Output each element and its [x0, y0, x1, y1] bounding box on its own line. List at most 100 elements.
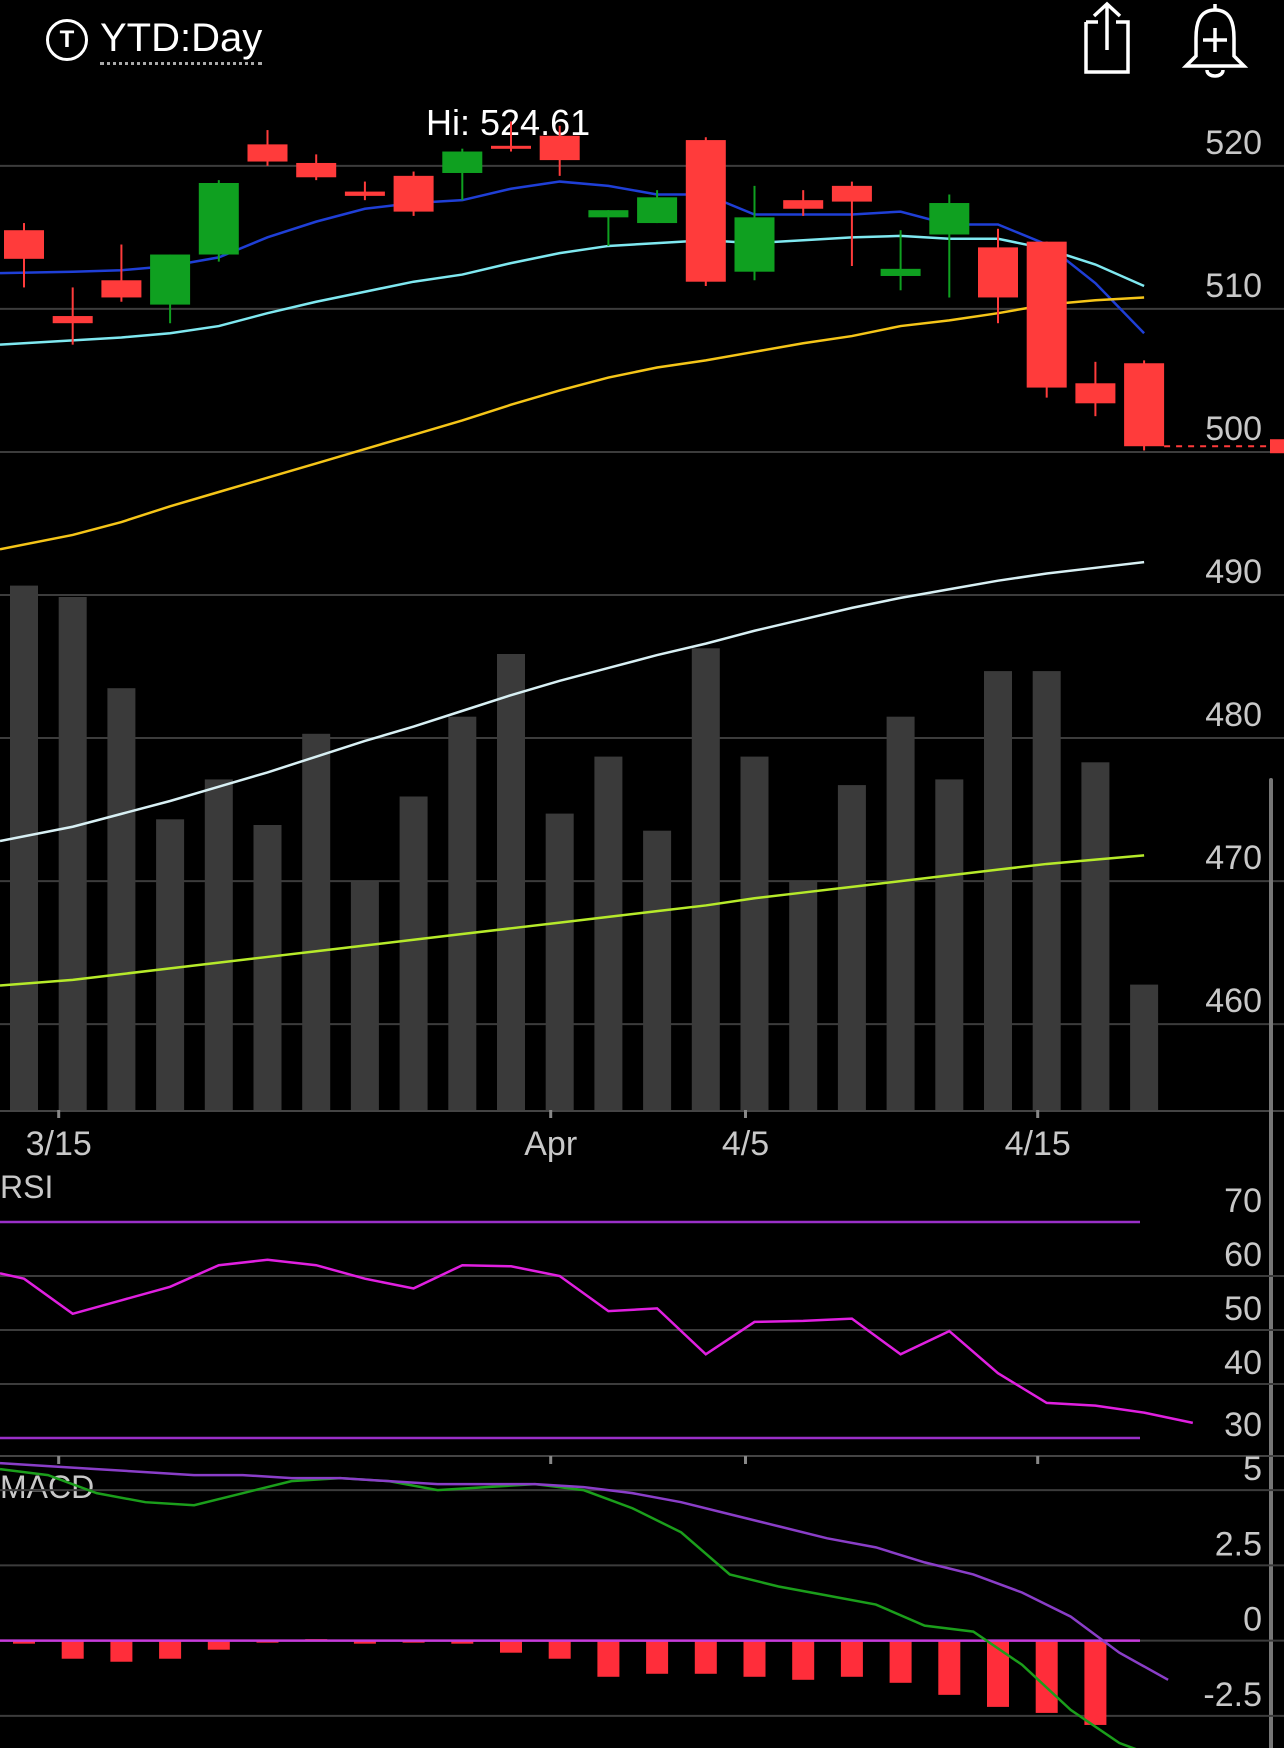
macd-histogram-bar [13, 1640, 35, 1644]
price-tick-label: 520 [1205, 124, 1262, 162]
candle-down [1124, 363, 1165, 447]
moving-average-line [0, 234, 1145, 346]
candle-down [393, 175, 434, 212]
volume-bar [935, 779, 964, 1110]
macd-histogram-bar [938, 1640, 961, 1695]
add-alert-bell-icon [1181, 4, 1249, 78]
macd-tick-label: 5 [1243, 1450, 1262, 1488]
price-tick-label: 460 [1205, 982, 1262, 1020]
macd-histogram-bar [840, 1640, 863, 1677]
date-tick-label: 4/15 [1005, 1125, 1071, 1163]
volume-bar [399, 796, 428, 1110]
candle-up [442, 151, 483, 173]
volume-bar [1081, 762, 1110, 1110]
candle-down [1026, 241, 1067, 388]
macd-histogram-bar [353, 1640, 376, 1644]
moving-average-line [0, 296, 1145, 551]
volume-bar [594, 756, 623, 1110]
macd-histogram-bar [792, 1640, 815, 1680]
volume-bar [253, 825, 282, 1110]
macd-histogram-bar [743, 1640, 766, 1677]
candle-down [783, 200, 824, 209]
moving-average-line [0, 854, 1145, 987]
macd-tick-label: 2.5 [1215, 1525, 1262, 1563]
candle-down [296, 162, 337, 178]
price-tick-label: 510 [1205, 267, 1262, 305]
candle-down [978, 247, 1018, 298]
volume-bar [1032, 671, 1061, 1110]
rsi-panel-title: RSI [0, 1169, 53, 1205]
macd-histogram-bar [548, 1640, 571, 1659]
volume-bar [545, 813, 574, 1110]
candle-down [247, 144, 288, 162]
macd-histogram-bar [597, 1640, 620, 1677]
share-icon [1084, 1, 1130, 74]
volume-bar [1130, 984, 1159, 1110]
candle-down [491, 145, 531, 149]
rsi-line [0, 1258, 1194, 1425]
price-tick-label: 470 [1205, 839, 1262, 877]
volume-bar [302, 733, 331, 1110]
price-tick-label: 480 [1205, 696, 1262, 734]
candle-up [198, 183, 239, 255]
date-tick-label: 4/5 [722, 1125, 769, 1163]
add-alert-button[interactable] [1170, 0, 1260, 80]
candle-down [685, 140, 726, 282]
candle-down [831, 185, 872, 202]
macd-histogram-bar [1084, 1640, 1107, 1725]
macd-tick-label: 0 [1243, 1601, 1262, 1639]
macd-histogram-bar [987, 1640, 1009, 1707]
macd-histogram-bar [451, 1640, 474, 1644]
macd-histogram-bar [207, 1640, 230, 1650]
rsi-tick-label: 30 [1224, 1406, 1262, 1444]
macd-histogram-bar [500, 1640, 522, 1653]
candle-down [4, 230, 44, 259]
last-price-marker [1270, 439, 1284, 454]
candle-up [588, 210, 629, 218]
macd-histogram-bar [61, 1640, 84, 1659]
timeframe-label: YTD:Day [100, 16, 263, 65]
macd-histogram-bar [646, 1640, 669, 1674]
candle-down [1075, 383, 1116, 404]
macd-histogram-bar [889, 1640, 912, 1683]
moving-average-line [0, 560, 1145, 843]
volume-bar [837, 785, 866, 1110]
price-tick-label: 490 [1205, 553, 1262, 591]
macd-histogram-bar [110, 1640, 133, 1662]
volume-bar [497, 654, 525, 1110]
timeframe-selector[interactable]: T YTD:Day [46, 10, 263, 70]
macd-signal-line [0, 1461, 1169, 1681]
volume-bar [448, 716, 477, 1110]
share-button[interactable] [1062, 0, 1152, 80]
volume-bar [350, 882, 379, 1110]
volume-bar [643, 830, 672, 1110]
candle-down [52, 316, 93, 324]
rsi-tick-label: 40 [1224, 1344, 1262, 1382]
volume-bar [156, 819, 185, 1110]
candle-down [101, 280, 142, 298]
macd-histogram-bar [159, 1640, 182, 1659]
candle-up [150, 254, 191, 305]
timeframe-icon: T [46, 19, 88, 61]
date-tick-label: Apr [524, 1125, 577, 1163]
volume-bar [984, 671, 1012, 1110]
volume-bar [886, 716, 915, 1110]
volume-bar [10, 585, 38, 1110]
volume-bar [58, 597, 87, 1110]
candle-down [344, 191, 385, 196]
volume-bar [740, 756, 769, 1110]
chart-header: T YTD:Day [0, 0, 1284, 80]
volume-bar [204, 779, 233, 1110]
macd-line [0, 1467, 1137, 1748]
macd-histogram-bar [1035, 1640, 1058, 1713]
volume-bar [789, 882, 818, 1110]
macd-tick-label: -2.5 [1203, 1676, 1262, 1714]
candle-up [929, 203, 970, 235]
volume-bar [107, 688, 136, 1110]
candle-up [880, 268, 921, 276]
macd-histogram-bar [694, 1640, 717, 1674]
rsi-tick-label: 50 [1224, 1290, 1262, 1328]
volume-bar [691, 648, 720, 1110]
candle-up [637, 197, 678, 224]
